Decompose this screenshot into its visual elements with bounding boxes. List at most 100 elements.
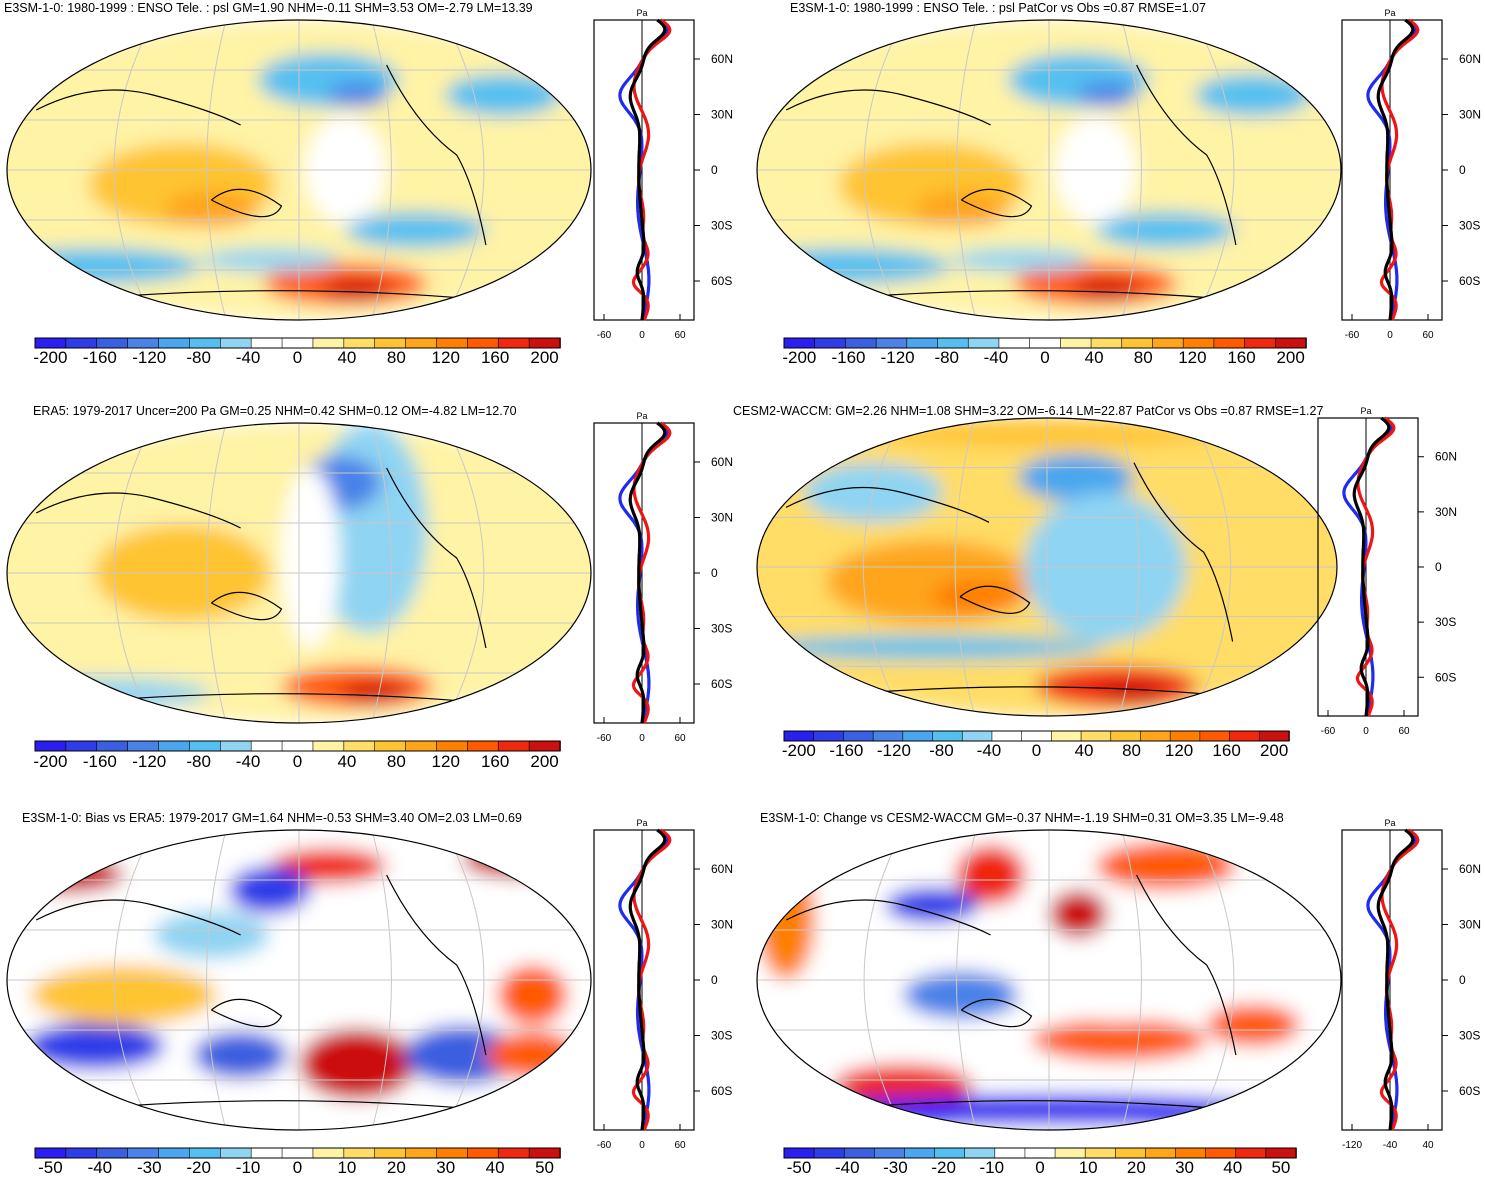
- anomaly-region: [345, 212, 486, 248]
- colorbar-swatch: [343, 337, 376, 349]
- colorbar-label: 200: [1276, 348, 1304, 367]
- colorbar-swatch: [497, 337, 530, 349]
- colorbar-swatch: [1213, 337, 1246, 349]
- colorbar-swatch: [96, 337, 129, 349]
- profile-xtick-label: 0: [639, 733, 645, 744]
- profile-xtick-label: -120: [1342, 1140, 1362, 1151]
- profile-unit: Pa: [636, 8, 647, 18]
- panel-title: E3SM-1-0: 1980-1999 : ENSO Tele. : psl G…: [4, 1, 533, 15]
- profile-xtick-label: 60: [674, 733, 686, 744]
- anomaly-region: [153, 911, 270, 959]
- colorbar-swatch: [65, 337, 98, 349]
- colorbar-label: -30: [883, 1158, 908, 1177]
- anomaly-region: [193, 1031, 288, 1079]
- colorbar-swatch: [1110, 730, 1142, 742]
- colorbar-swatch: [961, 730, 993, 742]
- latitude-label: 60N: [1459, 862, 1481, 876]
- latitude-label: 30S: [711, 219, 732, 233]
- colorbar-swatch: [65, 740, 98, 752]
- anomaly-region: [1099, 681, 1169, 703]
- latitude-label: 30S: [711, 1029, 732, 1043]
- colorbar-label: 0: [293, 348, 302, 367]
- robinson-map: [7, 423, 591, 723]
- panel-title: E3SM-1-0: 1980-1999 : ENSO Tele. : psl P…: [790, 1, 1206, 15]
- anomaly-region: [328, 83, 387, 107]
- colorbar-swatch: [127, 740, 160, 752]
- latitude-label: 0: [711, 566, 718, 580]
- latitude-label: 60S: [711, 274, 732, 288]
- colorbar-label: 10: [337, 1158, 356, 1177]
- latitude-label: 30S: [1459, 219, 1480, 233]
- colorbar-label: -40: [88, 1158, 113, 1177]
- colorbar-label: -200: [33, 752, 67, 771]
- colorbar-swatch: [1235, 1147, 1267, 1159]
- colorbar-swatch: [843, 730, 874, 742]
- profile-xtick-label: 40: [1422, 1140, 1434, 1151]
- latitude-label: 60S: [1459, 274, 1480, 288]
- colorbar-label: -30: [137, 1158, 162, 1177]
- latitude-label: 0: [1459, 163, 1466, 177]
- colorbar-swatch: [1121, 337, 1154, 349]
- colorbar-label: -40: [835, 1158, 860, 1177]
- colorbar-swatch: [250, 740, 283, 752]
- anomaly-region: [757, 635, 1105, 660]
- colorbar-swatch: [467, 1147, 500, 1159]
- anomaly-region: [955, 845, 1026, 905]
- anomaly-region: [1031, 1019, 1207, 1061]
- colorbar-label: 40: [1223, 1158, 1242, 1177]
- anomaly-region: [1206, 1004, 1301, 1046]
- robinson-map: [7, 20, 591, 320]
- profile-xtick-label: -60: [597, 733, 612, 744]
- colorbar-swatch: [343, 740, 376, 752]
- colorbar-swatch: [219, 337, 252, 349]
- colorbar: -200 -160 -120 -80 -40 0 40 80 120 160 200: [782, 730, 1290, 760]
- colorbar-swatch: [1051, 730, 1082, 742]
- colorbar-swatch: [189, 740, 222, 752]
- colorbar-swatch: [1182, 337, 1215, 349]
- colorbar-swatch: [467, 337, 500, 349]
- zonal-profile: Pa 60N 30N 0 30S 60S -60 0 60: [1317, 406, 1457, 737]
- colorbar-swatch: [281, 1147, 314, 1159]
- colorbar-label: 40: [1075, 741, 1094, 760]
- colorbar-label: 0: [1032, 741, 1041, 760]
- anomaly-region: [404, 1025, 521, 1085]
- zonal-line-black: [628, 828, 667, 1131]
- latitude-label: 30N: [711, 108, 733, 122]
- colorbar-label: -120: [877, 741, 911, 760]
- anomaly-region: [931, 578, 1024, 615]
- colorbar-label: 40: [1085, 348, 1104, 367]
- anomaly-region: [462, 842, 580, 878]
- anomaly-region: [199, 248, 340, 272]
- colorbar-swatch: [405, 1147, 438, 1159]
- colorbar-swatch: [1274, 337, 1307, 349]
- colorbar-swatch: [1199, 730, 1231, 742]
- colorbar-swatch: [813, 1147, 846, 1159]
- colorbar-label: 0: [293, 752, 302, 771]
- colorbar-label: -200: [33, 348, 67, 367]
- colorbar-swatch: [1080, 730, 1112, 742]
- latitude-label: 60S: [1459, 1084, 1480, 1098]
- colorbar-swatch: [96, 1147, 129, 1159]
- robinson-map: [7, 830, 591, 1130]
- colorbar-swatch: [436, 1147, 469, 1159]
- latitude-label: 0: [1435, 560, 1442, 574]
- robinson-map: [757, 830, 1341, 1130]
- zonal-line-black: [1352, 416, 1391, 717]
- colorbar-label: -80: [934, 348, 959, 367]
- colorbar-label: 40: [486, 1158, 505, 1177]
- colorbar-label: 160: [481, 348, 509, 367]
- latitude-label: 60N: [1435, 450, 1457, 464]
- colorbar-label: 120: [1165, 741, 1193, 760]
- profile-xtick-label: 60: [1398, 726, 1410, 737]
- robinson-map: [757, 418, 1337, 716]
- colorbar-label: 0: [1040, 348, 1049, 367]
- colorbar-swatch: [281, 740, 314, 752]
- colorbar-swatch: [783, 1147, 815, 1159]
- colorbar-swatch: [127, 1147, 160, 1159]
- colorbar-label: -200: [782, 348, 816, 367]
- latitude-label: 60N: [711, 862, 733, 876]
- coastline: [785, 462, 1234, 696]
- anomaly-region: [339, 682, 410, 704]
- latitude-label: 60S: [711, 1084, 732, 1098]
